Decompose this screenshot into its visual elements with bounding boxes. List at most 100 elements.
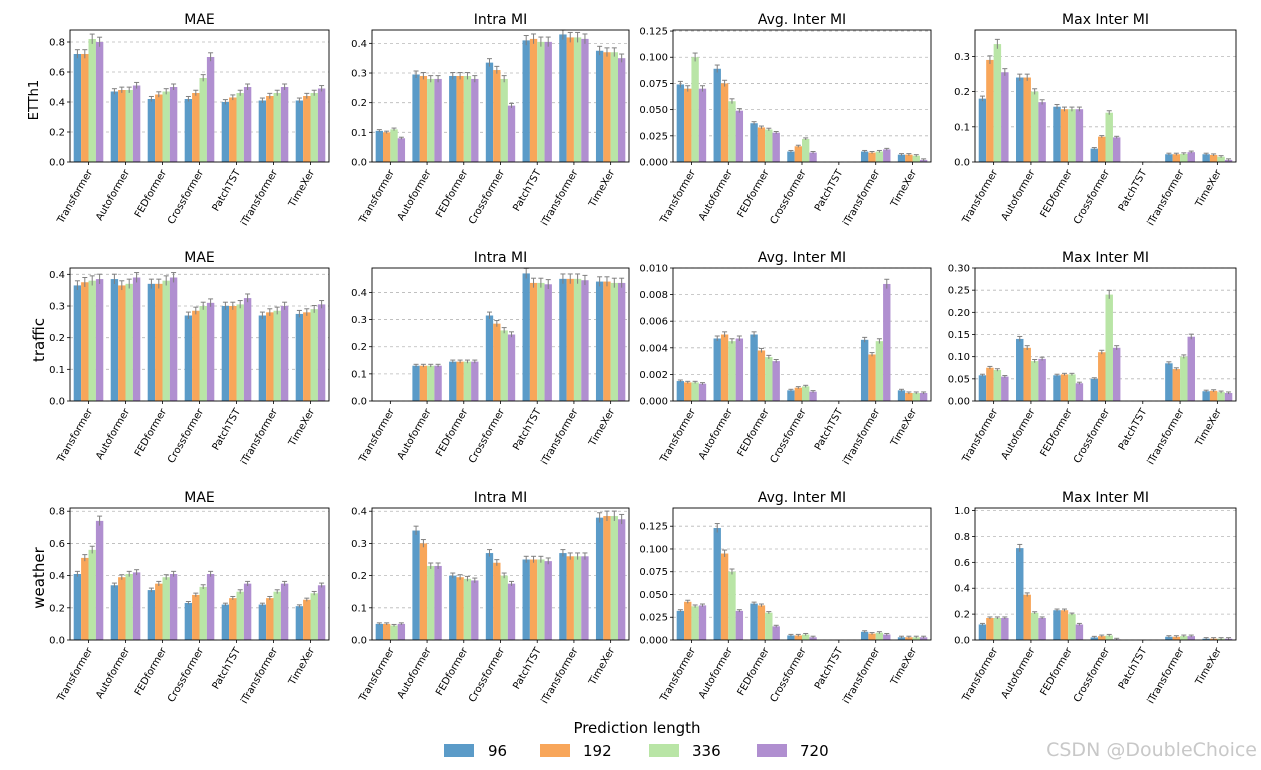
bar-96 xyxy=(595,50,604,162)
bar-96 xyxy=(897,637,906,640)
bar-192 xyxy=(1023,594,1031,640)
legend: Prediction length 96 192 336 720 xyxy=(444,719,829,760)
y-tick-label: 0.3 xyxy=(49,302,65,313)
y-tick-label: 0.050 xyxy=(639,105,668,116)
bar-192 xyxy=(493,562,501,640)
bar-336 xyxy=(273,591,281,640)
bar-336 xyxy=(236,93,244,162)
bar-96 xyxy=(295,606,304,640)
x-tick-label: Transformer xyxy=(658,406,698,465)
x-tick-label: Transformer xyxy=(960,645,1000,704)
bar-720 xyxy=(1075,109,1084,162)
bar-720 xyxy=(581,38,589,162)
bar-336 xyxy=(236,591,244,640)
subplot-title: Avg. Inter MI xyxy=(758,490,846,506)
y-tick-label: 0.4 xyxy=(351,39,367,50)
bar-720 xyxy=(471,78,479,162)
bar-720 xyxy=(883,149,891,162)
bar-336 xyxy=(390,625,398,640)
bar-96 xyxy=(110,279,119,401)
x-tick-label: FEDformer xyxy=(434,167,471,219)
x-tick-label: iTransformer xyxy=(540,645,581,706)
bar-336 xyxy=(1068,109,1076,162)
bar-336 xyxy=(463,75,472,162)
bar-96 xyxy=(485,315,494,401)
y-tick-label: 0.2 xyxy=(954,610,970,621)
bar-96 xyxy=(449,575,457,640)
y-tick-label: 0.0 xyxy=(49,397,65,408)
y-tick-label: 0.2 xyxy=(351,98,367,109)
bar-192 xyxy=(868,152,876,162)
bar-336 xyxy=(310,309,318,401)
x-tick-label: PatchTST xyxy=(813,645,846,691)
bar-192 xyxy=(794,635,802,640)
bar-720 xyxy=(883,283,891,401)
subplot-traffic-avg-inter-mi: 0.000 0.002 0.004 0.006 0.008 0.010 Transforme… xyxy=(639,250,932,467)
bar-96 xyxy=(559,278,567,401)
bar-192 xyxy=(986,618,994,640)
x-tick-label: PatchTST xyxy=(511,645,544,691)
bar-336 xyxy=(765,612,773,640)
bar-336 xyxy=(875,341,884,401)
x-tick-label: Crossformer xyxy=(1072,167,1112,226)
bar-336 xyxy=(573,556,582,640)
bar-336 xyxy=(125,90,133,162)
legend-swatch-192 xyxy=(540,744,570,757)
bar-336 xyxy=(912,637,920,640)
legend-swatch-720 xyxy=(757,744,787,757)
x-tick-label: Autoformer xyxy=(396,406,434,461)
y-tick-label: 0.1 xyxy=(49,365,65,376)
bar-720 xyxy=(809,391,817,401)
bar-336 xyxy=(875,632,884,640)
bar-336 xyxy=(765,129,773,162)
x-tick-label: FEDformer xyxy=(434,406,471,458)
x-tick-label: Autoformer xyxy=(1000,167,1038,222)
x-tick-label: FEDformer xyxy=(736,167,773,219)
bar-96 xyxy=(258,604,267,640)
bar-192 xyxy=(757,605,766,640)
legend-label-96: 96 xyxy=(488,742,507,760)
bar-96 xyxy=(258,315,267,401)
bar-192 xyxy=(192,93,200,162)
x-tick-label: Transformer xyxy=(55,645,95,704)
bar-192 xyxy=(529,282,538,401)
bar-96 xyxy=(1053,375,1061,401)
bar-336 xyxy=(610,52,618,162)
bar-96 xyxy=(485,553,494,640)
bar-336 xyxy=(1180,153,1188,162)
x-tick-label: Autoformer xyxy=(1000,645,1038,700)
bar-336 xyxy=(162,280,170,401)
bar-96 xyxy=(110,585,119,640)
bar-336 xyxy=(162,91,170,162)
y-tick-label: 0.006 xyxy=(639,317,668,328)
bar-96 xyxy=(860,339,869,401)
bar-336 xyxy=(728,341,736,401)
x-tick-label: iTransformer xyxy=(540,167,581,228)
y-tick-label: 0.100 xyxy=(639,544,668,555)
bar-336 xyxy=(310,93,318,162)
bar-192 xyxy=(118,90,126,162)
bar-720 xyxy=(397,623,406,640)
bar-192 xyxy=(1060,610,1069,640)
bar-720 xyxy=(434,78,442,162)
bar-336 xyxy=(912,155,920,162)
bar-720 xyxy=(772,132,780,162)
bar-336 xyxy=(500,78,508,162)
bar-720 xyxy=(1224,393,1233,401)
bar-96 xyxy=(1090,637,1099,640)
x-tick-label: PatchTST xyxy=(1117,167,1150,213)
bar-192 xyxy=(794,146,802,162)
x-tick-label: TimeXer xyxy=(587,406,618,449)
bar-720 xyxy=(735,338,744,401)
bar-96 xyxy=(184,99,193,162)
x-tick-label: Autoformer xyxy=(94,406,132,461)
x-tick-label: Transformer xyxy=(960,406,1000,465)
bar-96 xyxy=(750,334,758,401)
x-tick-label: PatchTST xyxy=(813,406,846,452)
bar-96 xyxy=(522,559,530,640)
x-tick-label: Transformer xyxy=(55,167,95,226)
y-tick-label: 0.008 xyxy=(639,290,668,301)
x-tick-label: iTransformer xyxy=(1146,406,1187,467)
bar-96 xyxy=(713,338,721,401)
x-tick-label: iTransformer xyxy=(239,645,280,706)
